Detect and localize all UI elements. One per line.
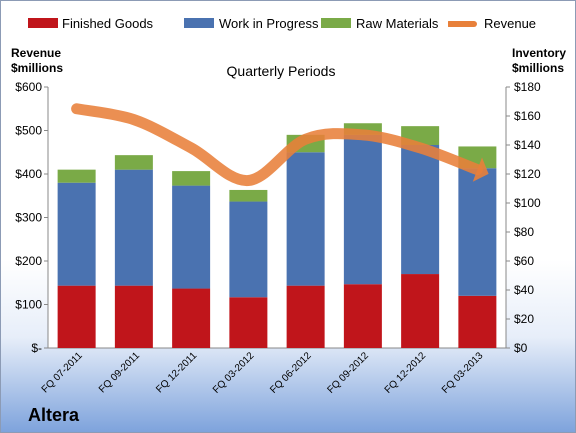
bar-finished-goods [229,297,268,348]
x-tick-label: FQ 12-2011 [154,350,199,395]
x-tick-label: FQ 03-2012 [211,350,257,396]
bar-work-in-progress [57,182,96,286]
bar-work-in-progress [458,168,497,296]
x-tick-label: FQ 07-2011 [40,350,85,395]
bar-finished-goods [114,285,153,348]
left-tick-label: $100 [15,298,42,312]
legend-swatch-raw-materials [321,18,351,28]
revenue-line [71,103,483,187]
right-tick-label: $140 [514,138,541,152]
bar-work-in-progress [172,185,211,289]
legend-label-revenue: Revenue [484,16,537,31]
company-name: Altera [28,405,80,425]
left-axis-title: Revenue $millions [11,46,64,75]
legend-swatch-revenue [448,21,477,27]
bar-work-in-progress [343,134,382,285]
bar-finished-goods [401,274,440,348]
legend-label-finished-goods: Finished Goods [62,16,154,31]
legend-label-raw-materials: Raw Materials [356,16,439,31]
x-tick-label: FQ 06-2012 [268,350,314,396]
right-tick-label: $0 [514,341,528,355]
x-tick-label: FQ 03-2013 [440,350,486,396]
right-tick-label: $80 [514,225,534,239]
right-tick-label: $180 [514,80,541,94]
left-tick-label: $300 [15,211,42,225]
x-tick-label: FQ 09-2012 [325,350,371,396]
x-tick-label: FQ 12-2012 [383,350,429,396]
right-axis-title: Inventory $millions [512,46,567,75]
x-tick-label: FQ 09-2011 [97,350,142,395]
bar-finished-goods [172,288,211,348]
bar-finished-goods [286,285,325,348]
right-tick-label: $20 [514,312,534,326]
legend-swatch-work-in-progress [184,18,214,28]
revenue-arrowhead [472,157,489,182]
bar-raw-materials [229,189,268,202]
legend-swatch-finished-goods [28,18,58,28]
legend-label-work-in-progress: Work in Progress [219,16,319,31]
bar-raw-materials [114,155,153,170]
bar-finished-goods [458,295,497,348]
bar-finished-goods [343,284,382,348]
right-tick-label: $60 [514,254,534,268]
right-tick-label: $120 [514,167,541,181]
bar-work-in-progress [401,145,440,275]
left-tick-label: $500 [15,124,42,138]
right-tick-label: $160 [514,109,541,123]
bar-raw-materials [57,169,96,183]
left-tick-label: $200 [15,254,42,268]
bar-finished-goods [57,285,96,348]
bar-work-in-progress [114,169,153,286]
bar-raw-materials [343,123,382,135]
chart-title: Quarterly Periods [226,63,336,79]
left-tick-label: $600 [15,80,42,94]
right-tick-label: $40 [514,283,534,297]
bar-work-in-progress [229,201,268,298]
right-tick-label: $100 [514,196,541,210]
bar-raw-materials [172,171,211,186]
left-tick-label: $400 [15,167,42,181]
left-tick-label: $- [31,341,42,355]
bar-work-in-progress [286,152,325,286]
